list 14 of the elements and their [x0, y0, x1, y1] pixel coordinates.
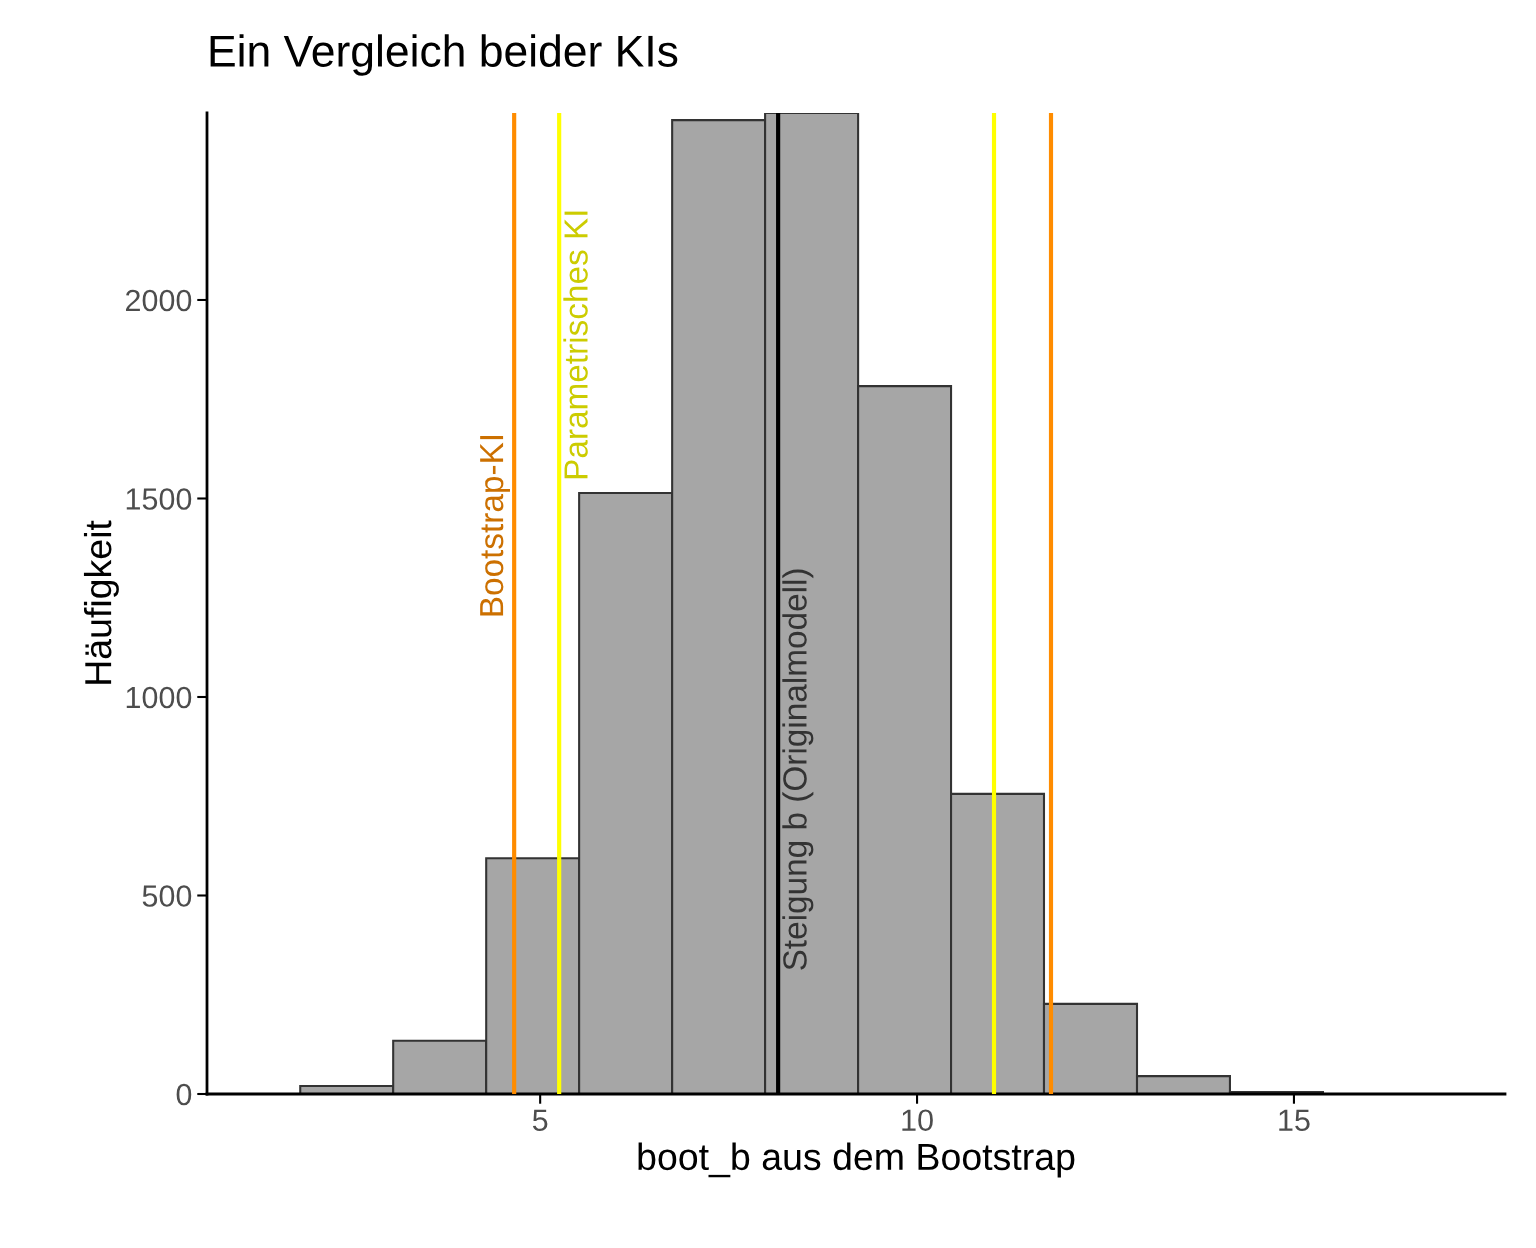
- y-tick-label: 2000: [125, 289, 192, 312]
- ref-line-label: Bootstrap-KI: [480, 436, 510, 616]
- y-axis-title: Häufigkeit: [83, 520, 119, 684]
- x-tick-label: 5: [532, 1109, 548, 1132]
- x-tick-label: 10: [902, 1109, 933, 1132]
- y-tick-label: 0: [176, 1083, 192, 1106]
- chart-title: Ein Vergleich beider KIs: [210, 34, 678, 76]
- ref-line-label: Parametrisches KI: [563, 211, 588, 479]
- ref-line-label: Steigung b (Originalmodell): [782, 569, 814, 970]
- x-tick-label: 15: [1279, 1109, 1310, 1132]
- y-tick-label: 1000: [126, 686, 192, 709]
- y-tick-label: 1500: [126, 488, 192, 510]
- y-tick-label: 500: [142, 885, 192, 907]
- x-axis-title: boot_b aus dem Bootstrap: [638, 1142, 1075, 1178]
